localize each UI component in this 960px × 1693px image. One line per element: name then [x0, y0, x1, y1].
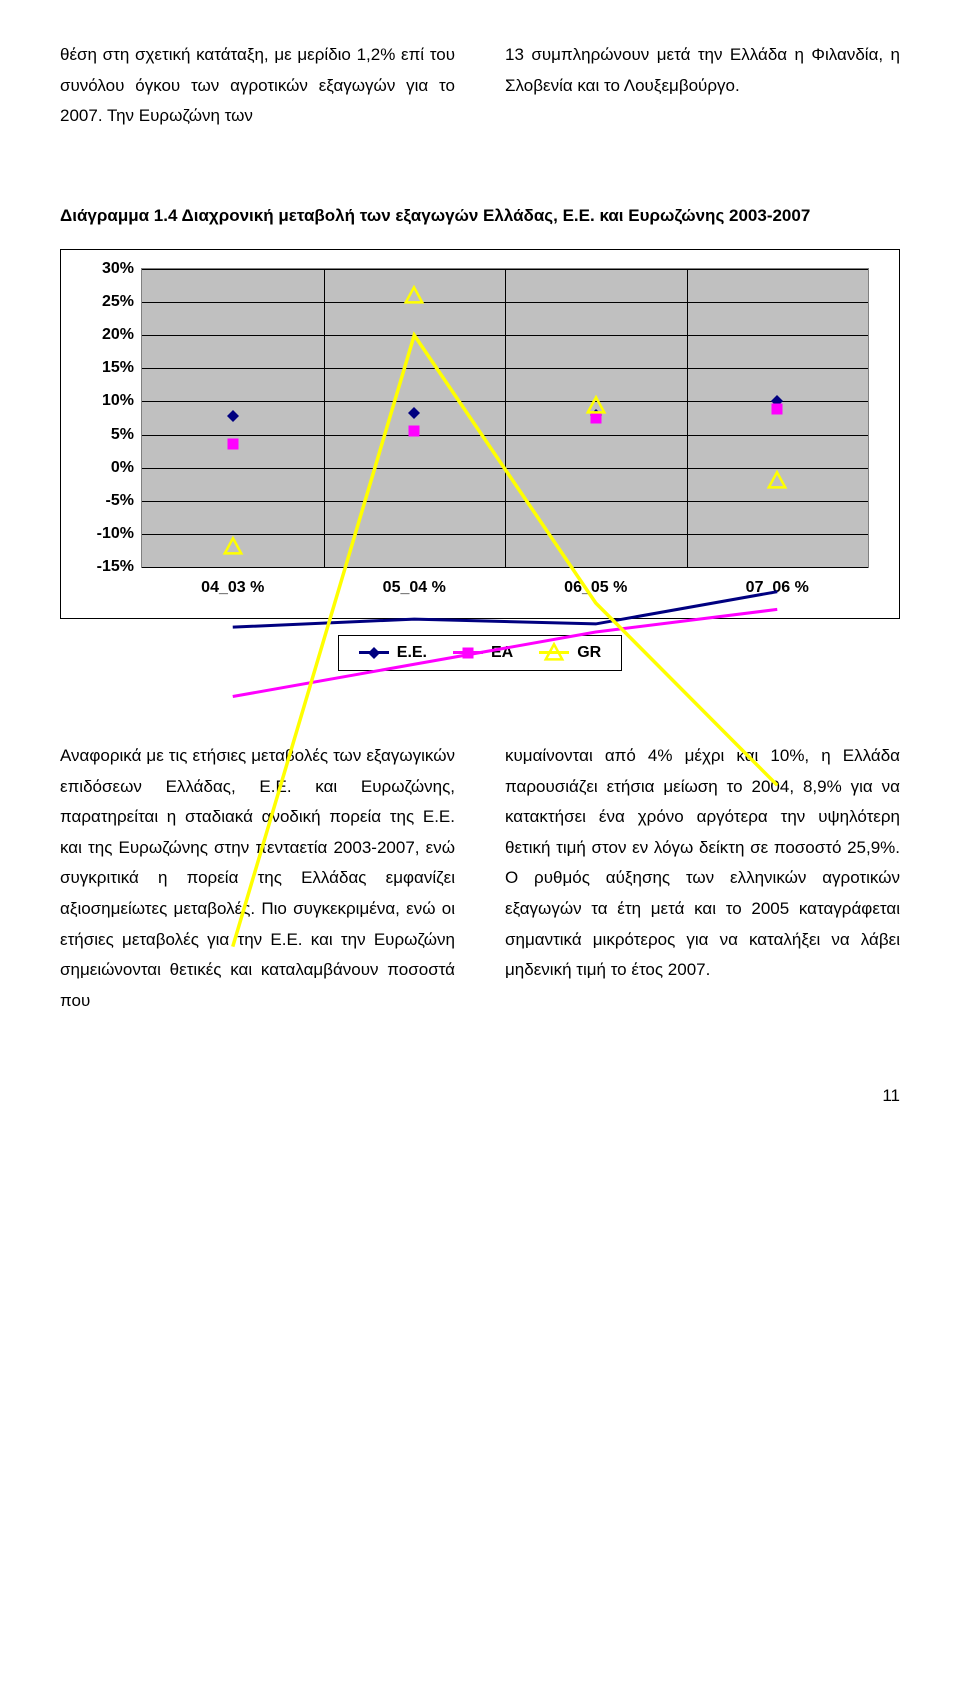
- marker: [219, 533, 247, 561]
- legend-swatch: [453, 651, 483, 654]
- top-right-paragraph: 13 συμπληρώνουν μετά την Ελλάδα η Φιλανδ…: [505, 40, 900, 132]
- top-left-paragraph: θέση στη σχετική κατάταξη, με μερίδιο 1,…: [60, 40, 455, 132]
- y-axis-label: 20%: [86, 326, 134, 344]
- y-axis-label: -10%: [86, 525, 134, 543]
- y-axis-label: 15%: [86, 359, 134, 377]
- plot-area: -15%-10%-5%0%5%10%15%20%25%30%04_03 %05_…: [141, 268, 869, 568]
- page-number: 11: [60, 1086, 900, 1106]
- y-axis-label: 25%: [86, 293, 134, 311]
- y-axis-label: 0%: [86, 459, 134, 477]
- legend-swatch: [539, 651, 569, 654]
- series-GR: [142, 269, 868, 995]
- page: θέση στη σχετική κατάταξη, με μερίδιο 1,…: [0, 0, 960, 1146]
- marker: [400, 282, 428, 310]
- y-axis-label: 5%: [86, 426, 134, 444]
- figure-title: Διάγραμμα 1.4 Διαχρονική μεταβολή των εξ…: [60, 202, 900, 229]
- y-axis-label: 30%: [86, 260, 134, 278]
- marker: [763, 467, 791, 495]
- y-axis-label: -15%: [86, 558, 134, 576]
- legend-swatch: [359, 651, 389, 654]
- y-axis-label: 10%: [86, 392, 134, 410]
- y-axis-label: -5%: [86, 492, 134, 510]
- top-columns: θέση στη σχετική κατάταξη, με μερίδιο 1,…: [60, 40, 900, 132]
- chart-container: -15%-10%-5%0%5%10%15%20%25%30%04_03 %05_…: [60, 249, 900, 619]
- marker: [582, 392, 610, 420]
